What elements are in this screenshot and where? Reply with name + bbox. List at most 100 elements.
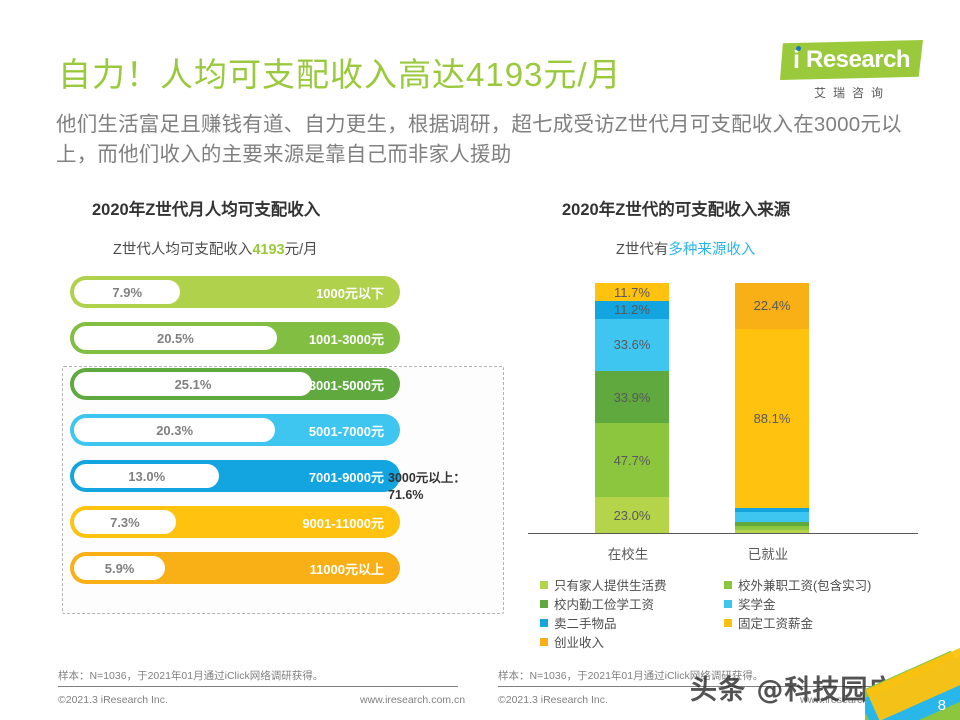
income-bar-row: 9001-11000元 7.3% xyxy=(70,506,400,538)
income-bar-percent: 13.0% xyxy=(128,468,166,484)
stacked-segment xyxy=(735,522,809,526)
income-bar-range-label: 11000元以上 xyxy=(309,561,384,577)
stacked-segment: 33.6% xyxy=(595,318,669,371)
right-sub-highlight: 多种来源收入 xyxy=(668,242,756,258)
stacked-segment: 88.1% xyxy=(735,328,809,509)
legend-swatch-icon xyxy=(540,637,548,646)
income-bar-range-label: 3001-5000元 xyxy=(308,377,384,393)
page-number: 8 xyxy=(937,697,946,714)
stacked-segment-label: 47.7% xyxy=(613,452,651,468)
income-bar-range-label: 1001-3000元 xyxy=(308,331,384,347)
category-label-employed: 已就业 xyxy=(747,547,789,562)
legend-item[interactable]: 只有家人提供生活费 xyxy=(540,575,724,594)
logo-wordmark: Research xyxy=(806,46,911,73)
income-bar-percent: 20.3% xyxy=(156,422,194,438)
stacked-column: 11.7% 11.2% 33.6% 33.9% 47.7% 23.0% xyxy=(595,283,669,533)
income-bar-range-label: 9001-11000元 xyxy=(302,515,384,531)
income-bar-percent: 7.3% xyxy=(110,514,140,530)
stacked-segment: 11.7% xyxy=(595,283,669,302)
income-bar-percent: 5.9% xyxy=(104,560,135,576)
right-chart-title: 2020年Z世代的可支配收入来源 xyxy=(562,201,791,219)
income-bar-range-label: 5001-7000元 xyxy=(308,423,384,439)
legend-item[interactable]: 校内勤工俭学工资 xyxy=(540,594,724,613)
stacked-segment: 11.2% xyxy=(595,301,669,319)
legend-item[interactable]: 校外兼职工资(包含实习) xyxy=(724,575,940,594)
legend-swatch-icon xyxy=(724,599,732,608)
right-chart-subtitle: Z世代有多种来源收入 xyxy=(616,238,755,259)
legend-label: 校外兼职工资(包含实习) xyxy=(738,579,872,593)
income-bar-range-label: 1000元以下 xyxy=(316,285,384,301)
right-footer-copyright: ©2021.3 iResearch Inc. xyxy=(498,694,608,706)
legend-label: 奖学金 xyxy=(738,598,776,612)
stacked-segment-label: 88.1% xyxy=(753,411,791,427)
legend-label: 固定工资薪金 xyxy=(738,617,814,631)
legend-label: 卖二手物品 xyxy=(554,617,617,631)
income-bar-range-label: 7001-9000元 xyxy=(308,469,384,485)
page-subtitle: 他们生活富足且赚钱有道、自力更生，根据调研，超七成受访Z世代月可支配收入在300… xyxy=(56,113,902,166)
income-bar-percent: 7.9% xyxy=(112,284,143,300)
income-bar-percent: 25.1% xyxy=(174,376,212,392)
left-chart-title: 2020年Z世代月人均可支配收入 xyxy=(92,201,321,219)
left-sub-suffix: 元/月 xyxy=(284,242,318,258)
above-3000-annotation: 3000元以上： 71.6% xyxy=(388,470,466,504)
legend-swatch-icon xyxy=(540,580,548,589)
stacked-segment-label: 33.6% xyxy=(613,337,651,353)
stacked-segment xyxy=(735,508,809,513)
left-footer-sample: 样本：N=1036，于2021年01月通过iClick网络调研获得。 xyxy=(58,670,324,682)
iresearch-logo: i Research 艾瑞咨询 xyxy=(768,40,928,102)
logo-dot-icon xyxy=(796,46,801,51)
category-label-students: 在校生 xyxy=(607,547,649,562)
legend-swatch-icon xyxy=(724,618,732,627)
income-bar-value-pill: 7.9% xyxy=(74,280,181,304)
legend-item[interactable]: 卖二手物品 xyxy=(540,613,724,632)
legend-swatch-icon xyxy=(724,580,732,589)
income-bar-row: 1001-3000元 20.5% xyxy=(70,322,400,354)
stacked-segment: 33.9% xyxy=(595,370,669,424)
income-bar-row: 1000元以下 7.9% xyxy=(70,276,400,308)
chart-x-axis xyxy=(528,533,918,534)
logo-shape-icon xyxy=(780,40,923,80)
income-bar-percent: 20.5% xyxy=(156,330,194,346)
legend-item[interactable]: 固定工资薪金 xyxy=(724,613,940,632)
income-bar-row: 7001-9000元 13.0% xyxy=(70,460,400,492)
legend-item[interactable]: 奖学金 xyxy=(724,594,940,613)
stacked-segment-label: 11.7% xyxy=(614,284,650,300)
left-footer-url: www.iresearch.com.cn xyxy=(360,694,466,706)
left-sub-value: 4193 xyxy=(252,242,285,258)
income-bar-value-pill: 5.9% xyxy=(74,556,166,580)
chart-legend: 只有家人提供生活费 校外兼职工资(包含实习) 校内勤工俭学工资 奖学金卖二手物品 固定工… xyxy=(540,575,940,651)
legend-swatch-icon xyxy=(540,618,548,627)
stacked-segment-label: 22.4% xyxy=(753,298,791,314)
stacked-segment xyxy=(735,525,809,531)
annotation-line-2: 71.6% xyxy=(388,488,424,502)
right-footer-rule xyxy=(498,686,898,687)
stacked-segment: 23.0% xyxy=(595,497,669,533)
left-chart-subtitle: Z世代人均可支配收入4193元/月 xyxy=(113,238,318,259)
logo-letter-i: i xyxy=(793,46,800,74)
legend-label: 只有家人提供生活费 xyxy=(554,579,667,593)
legend-swatch-icon xyxy=(540,599,548,608)
stacked-segment-label: 33.9% xyxy=(613,389,651,405)
legend-item[interactable]: 创业收入 xyxy=(540,632,724,651)
left-footer-copyright: ©2021.3 iResearch Inc. xyxy=(58,694,168,706)
left-sub-prefix: Z世代人均可支配收入 xyxy=(113,242,253,258)
income-bar-value-pill: 13.0% xyxy=(74,464,220,488)
income-bar-value-pill: 20.5% xyxy=(74,326,277,350)
income-bar-value-pill: 25.1% xyxy=(74,372,312,396)
income-bar-value-pill: 7.3% xyxy=(74,510,176,534)
stacked-segment-label: 23.0% xyxy=(613,507,651,523)
stacked-segment xyxy=(735,512,809,523)
legend-label: 创业收入 xyxy=(554,636,605,650)
page-title: 自力！人均可支配收入高达4193元/月 xyxy=(58,56,622,93)
stacked-segment: 47.7% xyxy=(595,423,669,498)
right-sub-prefix: Z世代有 xyxy=(616,242,669,258)
income-source-stacked-chart: 11.7% 11.2% 33.6% 33.9% 47.7% 23.0% 22.4% 88.1% xyxy=(520,283,930,533)
left-footer-rule xyxy=(58,686,458,687)
income-bar-row: 5001-7000元 20.3% xyxy=(70,414,400,446)
right-footer-sample: 样本：N=1036，于2021年01月通过iClick网络调研获得。 xyxy=(498,670,764,682)
stacked-segment: 22.4% xyxy=(735,283,809,329)
stacked-segment-label: 11.2% xyxy=(614,302,650,318)
legend-label: 校内勤工俭学工资 xyxy=(554,598,655,612)
income-bar-row: 3001-5000元 25.1% xyxy=(70,368,400,400)
